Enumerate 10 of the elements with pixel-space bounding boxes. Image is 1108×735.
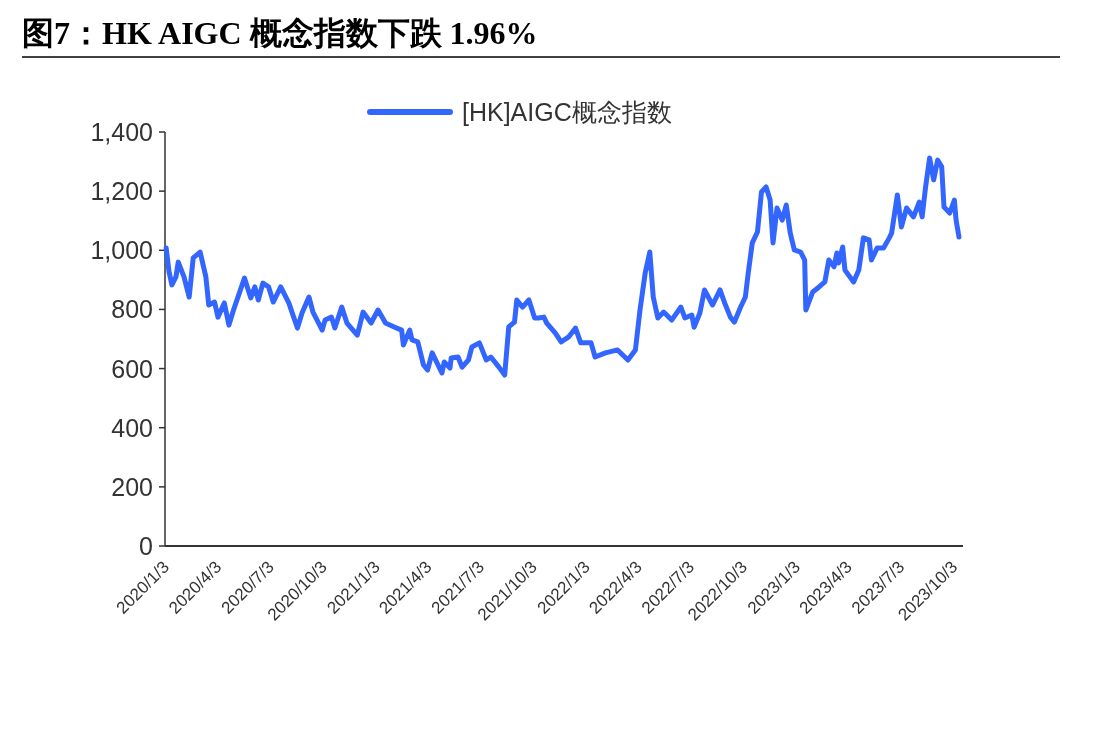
y-tick-label: 0 [139,532,153,560]
legend-label: [HK]AIGC概念指数 [462,98,672,126]
y-tick-label: 1,200 [90,177,153,206]
y-tick-label: 1,400 [90,118,153,146]
y-tick-label: 600 [111,354,153,383]
y-tick-label: 1,000 [90,236,153,265]
y-tick-label: 200 [111,472,153,501]
y-tick-label: 800 [111,295,153,324]
y-tick-label: 400 [111,413,153,442]
chart-title: 图7：HK AIGC 概念指数下跌 1.96% [22,15,538,51]
